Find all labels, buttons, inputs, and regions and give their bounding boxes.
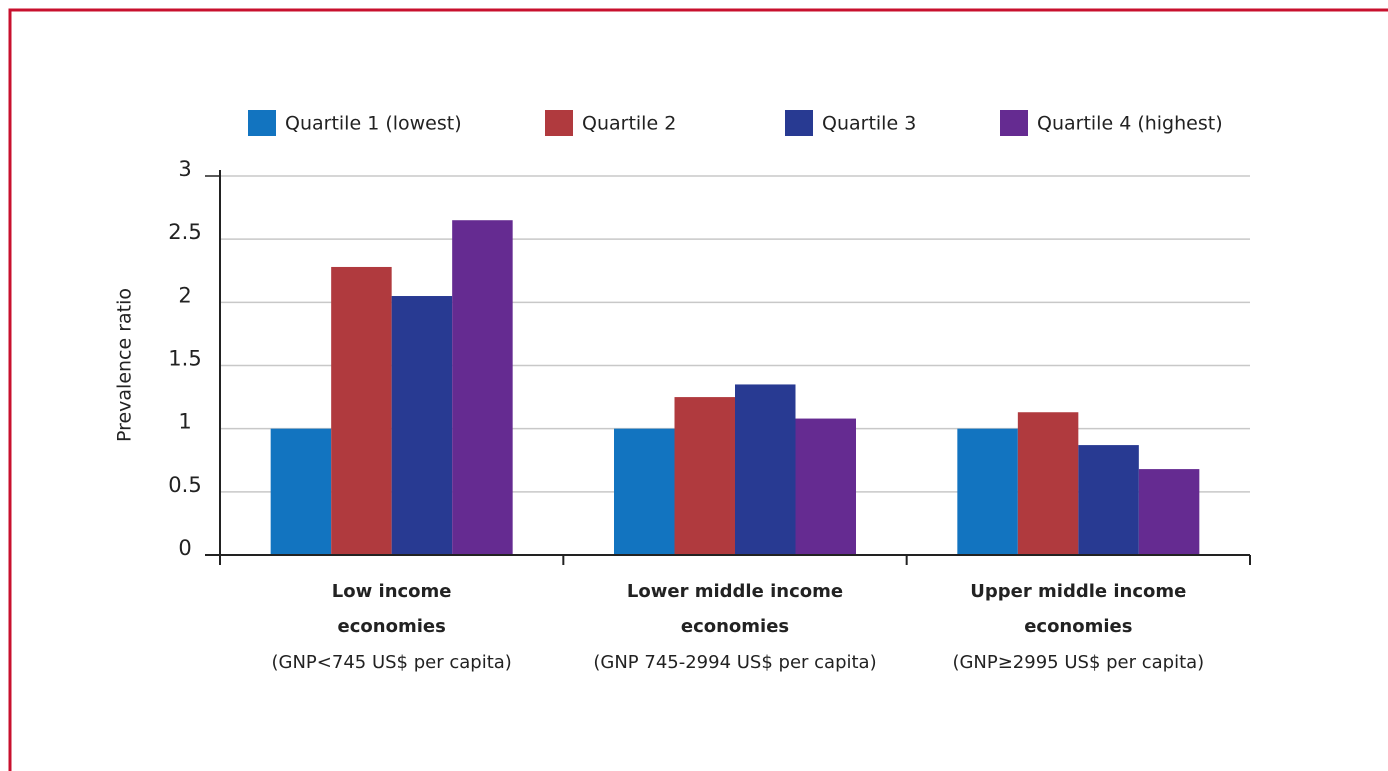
bar	[674, 397, 735, 555]
bar	[331, 266, 392, 555]
x-tick-label: Lower middle income economies	[627, 581, 843, 637]
legend-swatch	[785, 110, 813, 136]
y-tick-label: 3	[178, 157, 191, 181]
x-tick-label: Upper middle income economies	[970, 581, 1186, 637]
y-tick-label: 2	[178, 283, 191, 307]
bar	[452, 220, 513, 555]
bar	[270, 428, 332, 555]
bar	[1078, 445, 1139, 555]
y-tick-label: 1	[178, 410, 191, 434]
bar	[735, 384, 796, 555]
y-axis-label: Prevalence ratio	[114, 288, 136, 442]
bar	[614, 428, 675, 555]
x-tick-label: Low income economies	[332, 581, 452, 637]
x-tick-sublabel: (GNP≥2995 US$ per capita)	[952, 652, 1204, 673]
y-tick-label: 1.5	[168, 347, 201, 371]
legend-label: Quartile 1 (lowest)	[285, 113, 462, 135]
bar	[391, 296, 453, 555]
bar	[957, 428, 1018, 555]
legend-label: Quartile 2	[582, 113, 676, 135]
bar	[1138, 469, 1200, 555]
legend-swatch	[248, 110, 276, 136]
legend-swatch	[1000, 110, 1028, 136]
bar	[795, 418, 856, 555]
legend-swatch	[545, 110, 573, 136]
frame	[8, 8, 1388, 771]
legend-label: Quartile 3	[822, 113, 916, 135]
legend-label: Quartile 4 (highest)	[1037, 113, 1223, 135]
bar	[1017, 412, 1079, 555]
y-tick-label: 2.5	[168, 220, 201, 244]
x-tick-sublabel: (GNP 745-2994 US$ per capita)	[593, 652, 876, 673]
y-tick-label: 0.5	[168, 473, 201, 497]
y-tick-label: 0	[178, 536, 191, 560]
x-tick-sublabel: (GNP<745 US$ per capita)	[272, 652, 512, 673]
